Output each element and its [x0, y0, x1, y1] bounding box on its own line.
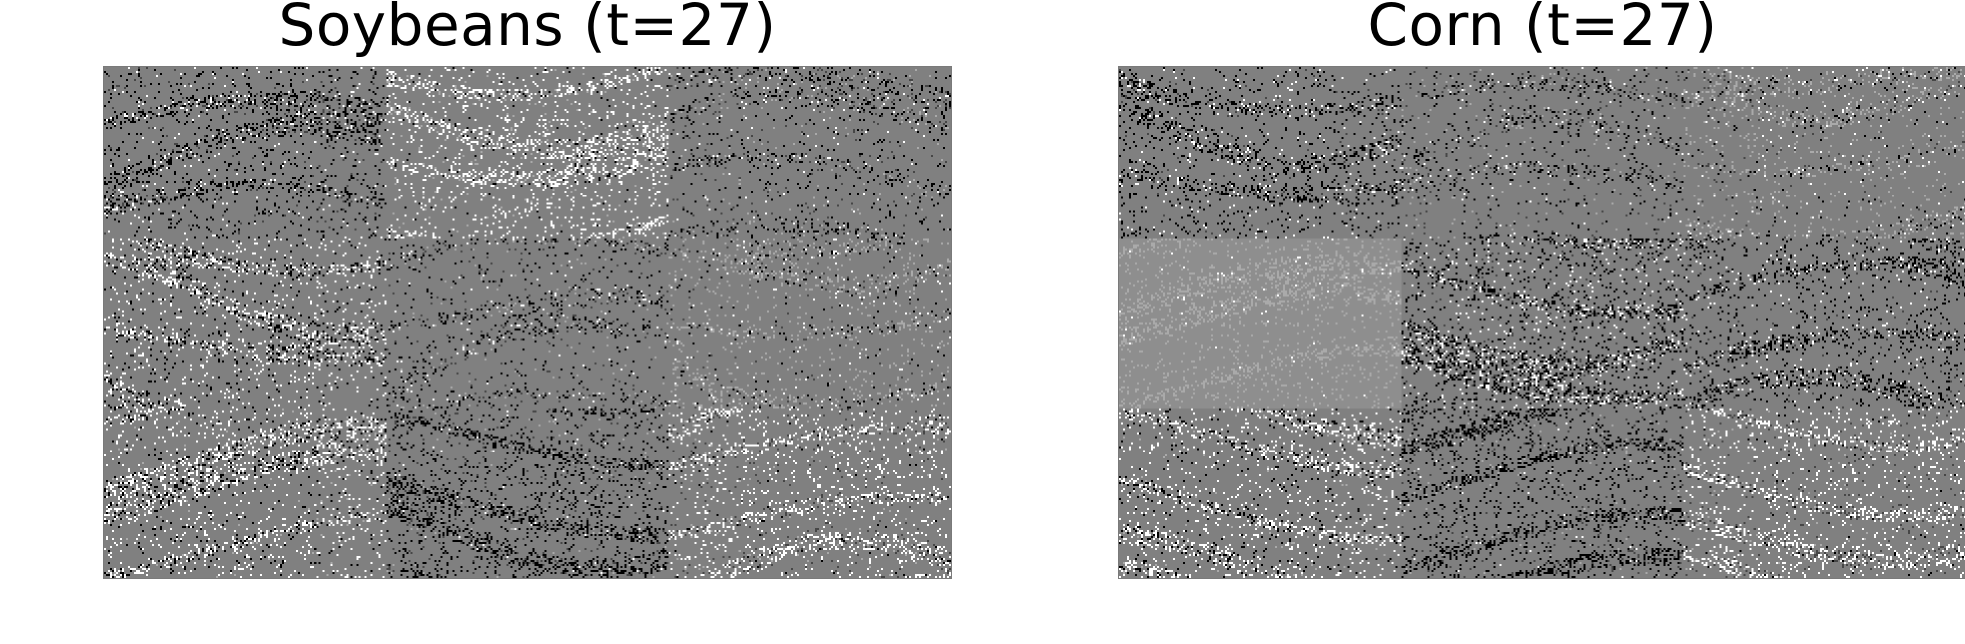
corn-panel: Corn (t=27): [1118, 0, 1965, 644]
corn-title: Corn (t=27): [1367, 0, 1718, 59]
soybeans-panel: Soybeans (t=27): [103, 0, 952, 644]
corn-saliency-canvas: [1119, 67, 1965, 578]
soybeans-saliency-canvas: [104, 67, 951, 578]
soybeans-saliency-image: [103, 66, 952, 579]
soybeans-title: Soybeans (t=27): [278, 0, 777, 59]
corn-saliency-image: [1118, 66, 1965, 579]
